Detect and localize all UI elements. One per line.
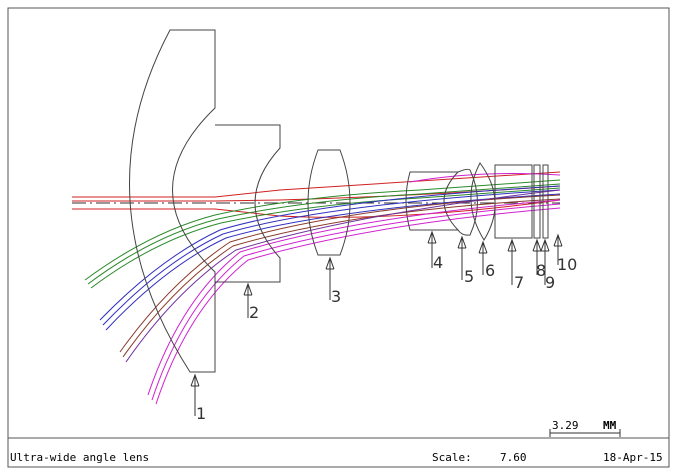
element-label: 6: [485, 261, 495, 280]
element-label: 7: [514, 273, 524, 292]
scale-bar: [549, 429, 621, 437]
footer-date: 18-Apr-15: [603, 451, 663, 464]
scale-bar-unit: MM: [603, 419, 617, 432]
element-label: 10: [557, 255, 577, 274]
label-arrows: [190, 230, 563, 416]
element-label: 9: [545, 273, 555, 292]
footer-title: Ultra-wide angle lens: [10, 451, 149, 464]
lens-elements: [129, 29, 549, 373]
frame: [7, 7, 670, 468]
element-label: 1: [196, 404, 206, 423]
element-label: 3: [331, 287, 341, 306]
element-label: 8: [536, 261, 546, 280]
element-label: 2: [249, 303, 259, 322]
element-label: 5: [464, 267, 474, 286]
footer-scale-value: 7.60: [500, 451, 527, 464]
footer-scale-label: Scale:: [432, 451, 472, 464]
rays: [72, 171, 561, 405]
scale-bar-value: 3.29: [552, 419, 579, 432]
element-label: 4: [433, 253, 443, 272]
